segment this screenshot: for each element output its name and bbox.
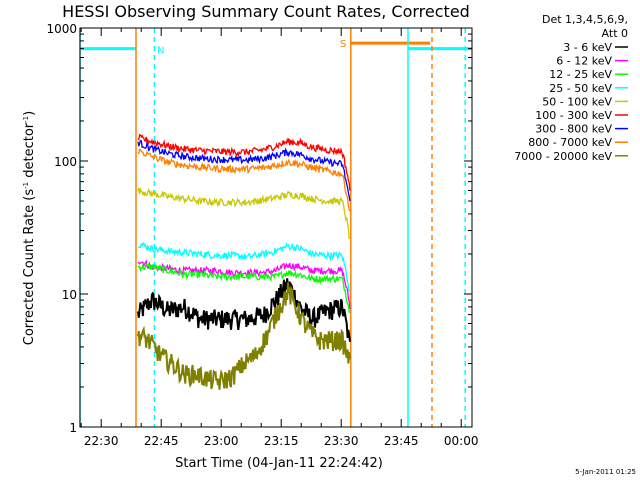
legend-label: 12 - 25 keV: [549, 68, 612, 81]
series-line: [137, 133, 351, 191]
x-tick-label: 23:15: [264, 434, 299, 448]
x-tick-label: 23:45: [384, 434, 419, 448]
x-tick-label: 00:00: [444, 434, 479, 448]
legend-item: 6 - 12 keV: [556, 55, 628, 68]
y-axis-label-sup2: -1: [22, 116, 30, 123]
legend-label: 25 - 50 keV: [549, 82, 612, 95]
x-axis-label: Start Time (04-Jan-11 22:24:42): [175, 456, 383, 471]
legend-item: 800 - 7000 keV: [528, 136, 628, 149]
legend-label: 800 - 7000 keV: [528, 136, 612, 149]
series-line: [137, 148, 351, 212]
series-line: [137, 262, 351, 314]
label-s: S: [340, 39, 346, 50]
y-tick-label: 1: [69, 421, 77, 435]
series-6: [137, 140, 351, 202]
legend-label: 300 - 800 keV: [535, 123, 612, 136]
chart-title: HESSI Observing Summary Count Rates, Cor…: [62, 2, 470, 21]
legend-item: 100 - 300 keV: [535, 109, 628, 122]
legend-subheader: Att 0: [602, 27, 628, 40]
date-stamp: 5-Jan-2011 01:25: [575, 468, 636, 476]
series-5: [137, 133, 351, 191]
legend-item: 50 - 100 keV: [542, 95, 628, 108]
series-line: [137, 282, 351, 390]
series-2: [137, 262, 351, 314]
legend-item: 300 - 800 keV: [535, 123, 628, 136]
series-line: [137, 259, 351, 310]
series-8: [137, 282, 351, 390]
legend-label: 3 - 6 keV: [563, 41, 612, 54]
y-axis: 1 10 100 1000: [46, 22, 472, 435]
y-axis-label-end: ): [22, 111, 37, 116]
x-axis: 22:30 22:45 23:00 23:15 23:30 23:45 00:00: [80, 28, 479, 448]
y-axis-label-mid: detector: [22, 122, 37, 182]
series-line: [137, 140, 351, 202]
y-axis-label: Corrected Count Rate (s-1 detector-1): [22, 111, 37, 345]
x-tick-label: 22:30: [84, 434, 119, 448]
legend-item: 12 - 25 keV: [549, 68, 628, 81]
legend-label: 50 - 100 keV: [542, 95, 612, 108]
series-0: [137, 278, 351, 342]
y-tick-label: 10: [62, 288, 77, 302]
legend-item: 25 - 50 keV: [549, 82, 628, 95]
y-axis-label-sup1: -1: [22, 182, 30, 189]
series-line: [137, 241, 351, 293]
series-1: [137, 259, 351, 310]
y-tick-label: 1000: [46, 22, 77, 36]
x-tick-label: 23:00: [204, 434, 239, 448]
series-line: [137, 278, 351, 342]
plot-area: NS: [79, 28, 472, 427]
legend-item: 7000 - 20000 keV: [514, 150, 628, 163]
legend-label: 7000 - 20000 keV: [514, 150, 612, 163]
plot-frame: [79, 27, 473, 428]
series-3: [137, 241, 351, 293]
legend-label: 6 - 12 keV: [556, 55, 612, 68]
series-line: [137, 187, 351, 240]
x-tick-label: 22:45: [144, 434, 179, 448]
series-4: [137, 187, 351, 240]
y-axis-label-main: Corrected Count Rate (s: [22, 189, 37, 346]
legend-label: 100 - 300 keV: [535, 109, 612, 122]
label-n: N: [157, 45, 164, 56]
legend-item: 3 - 6 keV: [563, 41, 628, 54]
series-7: [137, 148, 351, 212]
legend-header: Det 1,3,4,5,6,9,: [542, 13, 628, 26]
y-tick-label: 100: [54, 155, 77, 169]
x-tick-label: 23:30: [324, 434, 359, 448]
